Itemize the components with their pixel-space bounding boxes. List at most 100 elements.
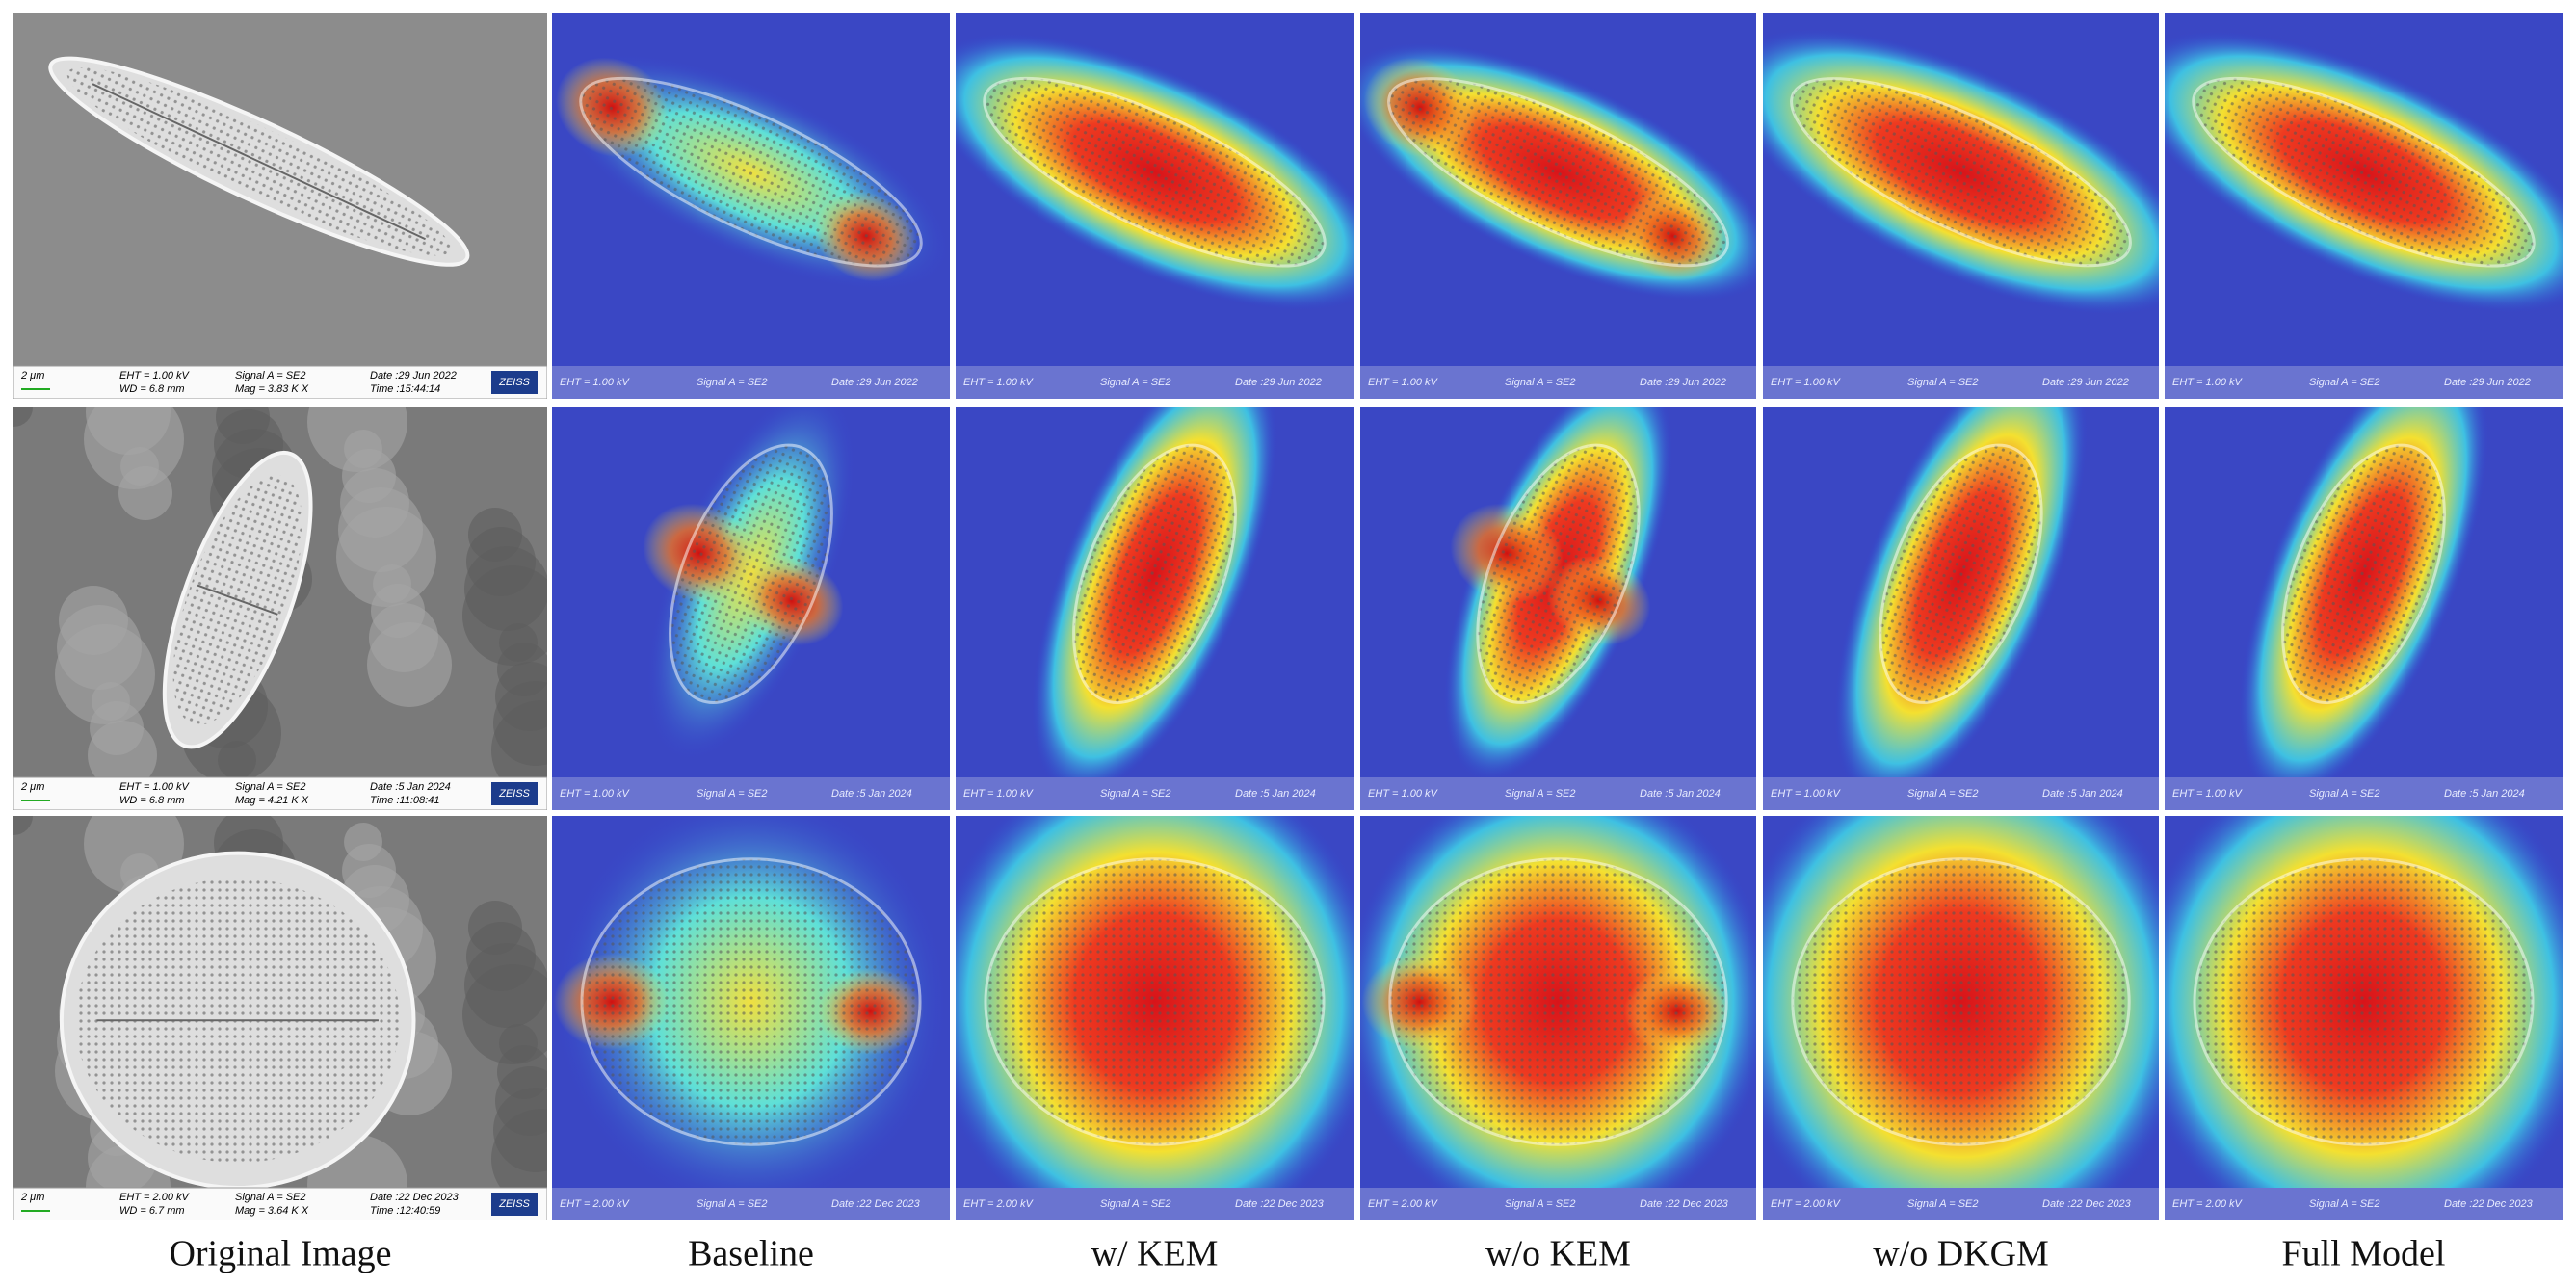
info-text: Date :22 Dec 2023 <box>370 1192 460 1203</box>
diatom <box>48 56 470 267</box>
diatom-overlay <box>669 443 833 704</box>
info-text: Date :22 Dec 2023 <box>1640 1198 1729 1210</box>
info-text: EHT = 1.00 kV <box>1771 377 1842 388</box>
image-content: 2 μm EHT = 1.00 kV WD = 6.8 mm Signal A = S… <box>13 407 547 810</box>
heat-layer <box>553 816 949 1212</box>
info-bar <box>13 365 547 399</box>
info-text: Date :5 Jan 2024 <box>831 788 912 800</box>
debris <box>86 407 171 455</box>
info-bar <box>1763 366 2159 399</box>
heatmap-image: EHT = 1.00 kV Signal A = SE2 Date :29 Jun … <box>2165 13 2563 399</box>
info-text: Mag = 3.83 K X <box>235 383 309 395</box>
image-content: EHT = 1.00 kV Signal A = SE2 Date :5 Jan 2… <box>1360 407 1756 810</box>
info-text: Signal A = SE2 <box>1505 377 1575 388</box>
info-text: Date :5 Jan 2024 <box>2042 788 2123 800</box>
diatom <box>162 450 313 749</box>
info-text: EHT = 1.00 kV <box>963 788 1035 800</box>
info-text: EHT = 2.00 kV <box>1771 1198 1842 1210</box>
diatom-overlay <box>984 857 1326 1146</box>
image-content: EHT = 2.00 kV Signal A = SE2 Date :22 Dec … <box>1360 816 1756 1220</box>
info-text: EHT = 1.00 kV <box>1368 788 1439 800</box>
info-text: WD = 6.7 mm <box>119 1205 185 1217</box>
info-bar <box>1763 777 2159 810</box>
raphe <box>197 584 278 616</box>
info-bar <box>1360 1188 1756 1220</box>
heatmap-image: EHT = 2.00 kV Signal A = SE2 Date :22 Dec … <box>1763 816 2159 1220</box>
info-text: EHT = 1.00 kV <box>2172 788 2244 800</box>
info-text: Signal A = SE2 <box>1100 377 1170 388</box>
logo-box <box>491 782 538 805</box>
image-content: EHT = 1.00 kV Signal A = SE2 Date :5 Jan 2… <box>1763 407 2159 810</box>
logo-text: ZEISS <box>498 377 530 388</box>
info-text: EHT = 1.00 kV <box>560 377 631 388</box>
info-text: Signal A = SE2 <box>697 1198 767 1210</box>
heat-layer <box>1031 407 1278 798</box>
info-bar <box>13 776 547 810</box>
info-bar <box>552 1188 950 1220</box>
diatom-overlay <box>1879 443 2043 704</box>
info-bar <box>2165 1188 2563 1220</box>
raphe <box>92 83 426 241</box>
info-bar <box>956 366 1354 399</box>
heatmap-image: EHT = 1.00 kV Signal A = SE2 Date :5 Jan 2… <box>1763 407 2159 810</box>
info-bar <box>1360 777 1756 810</box>
info-text: Date :29 Jun 2022 <box>2444 377 2531 388</box>
info-text: EHT = 1.00 kV <box>1771 788 1842 800</box>
heat-layer <box>2165 816 2563 1220</box>
heatmap-image: EHT = 1.00 kV Signal A = SE2 Date :29 Jun … <box>1763 13 2159 399</box>
info-text: Signal A = SE2 <box>1505 1198 1575 1210</box>
heat-layer <box>956 816 1354 1220</box>
heat-layer <box>552 53 950 291</box>
logo-text: ZEISS <box>498 788 530 800</box>
info-text: Date :22 Dec 2023 <box>2042 1198 2132 1210</box>
info-text: Time :15:44:14 <box>370 383 440 395</box>
heatmap-image: EHT = 1.00 kV Signal A = SE2 Date :5 Jan 2… <box>552 407 950 810</box>
info-text: EHT = 1.00 kV <box>560 788 631 800</box>
heatmap-image: EHT = 1.00 kV Signal A = SE2 Date :5 Jan 2… <box>956 407 1354 810</box>
info-text: EHT = 2.00 kV <box>1368 1198 1439 1210</box>
image-content: EHT = 1.00 kV Signal A = SE2 Date :29 Jun … <box>1763 13 2159 399</box>
info-text: Time :12:40:59 <box>370 1205 440 1217</box>
diatom-overlay <box>2192 76 2536 268</box>
info-text: Date :5 Jan 2024 <box>1235 788 1316 800</box>
info-text: EHT = 2.00 kV <box>2172 1198 2244 1210</box>
heat-layer <box>1763 29 2159 316</box>
info-text: Signal A = SE2 <box>2309 788 2379 800</box>
column-label: w/o DKGM <box>1873 1234 2049 1274</box>
diatom-overlay <box>1476 443 1641 704</box>
heat-layer <box>1763 816 2159 1220</box>
info-text: Date :29 Jun 2022 <box>1640 377 1726 388</box>
diatom <box>59 851 416 1191</box>
info-text: Date :5 Jan 2024 <box>370 781 451 793</box>
info-bar <box>2165 366 2563 399</box>
info-text: Signal A = SE2 <box>235 781 305 793</box>
original-image: 2 μm EHT = 1.00 kV WD = 6.8 mm Signal A = S… <box>13 13 547 399</box>
image-content: EHT = 1.00 kV Signal A = SE2 Date :5 Jan 2… <box>2165 407 2563 810</box>
info-bar <box>2165 777 2563 810</box>
info-text: EHT = 1.00 kV <box>2172 377 2244 388</box>
info-bar <box>1360 366 1756 399</box>
heatmap-image: EHT = 1.00 kV Signal A = SE2 Date :29 Jun … <box>956 13 1354 399</box>
info-text: EHT = 1.00 kV <box>119 781 191 793</box>
info-bar <box>552 366 950 399</box>
heat-layer <box>2238 407 2489 801</box>
info-text: EHT = 1.00 kV <box>1368 377 1439 388</box>
column-label: Full Model <box>2282 1234 2446 1274</box>
info-text: Signal A = SE2 <box>1907 1198 1978 1210</box>
info-text: EHT = 1.00 kV <box>963 377 1035 388</box>
image-content: EHT = 1.00 kV Signal A = SE2 Date :5 Jan 2… <box>956 407 1354 810</box>
original-image: 2 μm EHT = 2.00 kV WD = 6.7 mm Signal A = S… <box>13 816 547 1220</box>
image-content: EHT = 2.00 kV Signal A = SE2 Date :22 Dec … <box>956 816 1354 1220</box>
info-text: Signal A = SE2 <box>2309 377 2379 388</box>
heat-layer <box>1360 42 1756 302</box>
heatmap-image: EHT = 2.00 kV Signal A = SE2 Date :22 Dec … <box>552 816 950 1220</box>
heat-layer <box>1833 407 2089 806</box>
heatmap-image: EHT = 1.00 kV Signal A = SE2 Date :29 Jun … <box>1360 13 1756 399</box>
info-text: Date :29 Jun 2022 <box>2042 377 2129 388</box>
heat-layer <box>956 33 1354 311</box>
column-label: w/ KEM <box>1091 1234 1219 1274</box>
info-text: EHT = 2.00 kV <box>119 1192 191 1203</box>
heatmap-image: EHT = 1.00 kV Signal A = SE2 Date :5 Jan 2… <box>1360 407 1756 810</box>
diatom-overlay <box>1072 443 1237 704</box>
